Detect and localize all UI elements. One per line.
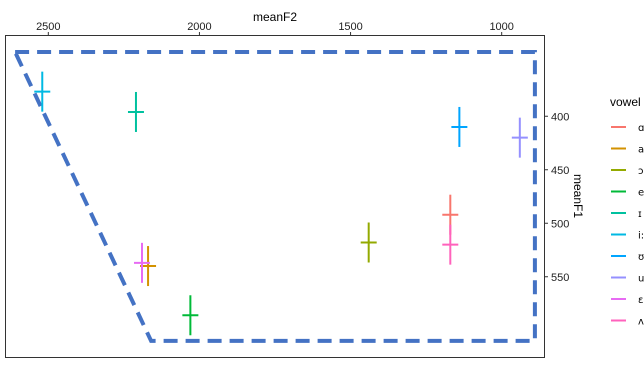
- x-tick-label: 2000: [187, 21, 211, 33]
- panel-border: [5, 35, 545, 358]
- legend-label: ʊ: [638, 252, 644, 263]
- legend-label: a: [638, 145, 644, 156]
- y-axis: 400 450 500 550: [544, 111, 569, 284]
- legend-item: ɪ: [611, 209, 642, 220]
- x-tick-label: 2500: [36, 21, 60, 33]
- legend-label: i:: [638, 231, 644, 242]
- y-tick-label: 550: [551, 272, 569, 284]
- point-8: [134, 242, 151, 283]
- x-axis: 2500 2000 1500 1000: [36, 21, 514, 36]
- legend-item: ɔ: [611, 166, 644, 177]
- legend-item: a: [611, 145, 644, 156]
- dashed-outline: [11, 50, 537, 343]
- point-6: [451, 106, 468, 147]
- legend-item: ɑ: [611, 123, 644, 134]
- x-tick-label: 1500: [338, 21, 362, 33]
- legend-item: i:: [611, 231, 644, 242]
- legend-label: ɔ: [638, 166, 644, 177]
- point-5: [34, 71, 51, 112]
- legend-item: ɛ: [611, 295, 643, 306]
- point-3: [182, 295, 199, 336]
- point-4: [127, 91, 144, 132]
- legend-item: ʌ: [611, 317, 644, 328]
- data-points: [34, 71, 528, 336]
- legend-item: ʊ: [611, 252, 644, 263]
- y-tick-label: 500: [551, 218, 569, 230]
- legend-label: u: [638, 274, 644, 285]
- y-axis-title: meanF1: [571, 174, 585, 218]
- x-tick-label: 1000: [489, 21, 513, 33]
- legend-label: ɛ: [638, 295, 643, 306]
- legend-item: e: [611, 188, 644, 199]
- point-7: [511, 117, 528, 158]
- legend-label: ɑ: [638, 123, 644, 134]
- legend-title: vowel: [610, 95, 641, 109]
- y-tick-label: 450: [551, 165, 569, 177]
- x-axis-title: meanF2: [253, 10, 297, 24]
- y-tick-label: 400: [551, 111, 569, 123]
- legend-label: ɪ: [638, 209, 642, 220]
- legend-label: ʌ: [638, 317, 644, 328]
- point-9: [442, 224, 459, 265]
- legend-label: e: [638, 188, 644, 199]
- legend-item: u: [611, 274, 644, 285]
- point-2: [360, 222, 377, 263]
